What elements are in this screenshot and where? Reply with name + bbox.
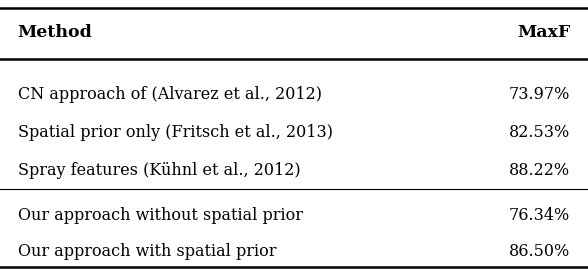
Text: Method: Method (18, 24, 92, 41)
Text: Our approach with spatial prior: Our approach with spatial prior (18, 243, 276, 259)
Text: 86.50%: 86.50% (509, 243, 570, 259)
Text: Our approach without spatial prior: Our approach without spatial prior (18, 208, 303, 224)
Text: Spatial prior only (Fritsch et al., 2013): Spatial prior only (Fritsch et al., 2013… (18, 124, 333, 141)
Text: 88.22%: 88.22% (509, 162, 570, 178)
Text: Spray features (Kühnl et al., 2012): Spray features (Kühnl et al., 2012) (18, 162, 300, 178)
Text: CN approach of (Alvarez et al., 2012): CN approach of (Alvarez et al., 2012) (18, 86, 322, 103)
Text: MaxF: MaxF (517, 24, 570, 41)
Text: 82.53%: 82.53% (509, 124, 570, 141)
Text: 76.34%: 76.34% (509, 208, 570, 224)
Text: 73.97%: 73.97% (509, 86, 570, 103)
